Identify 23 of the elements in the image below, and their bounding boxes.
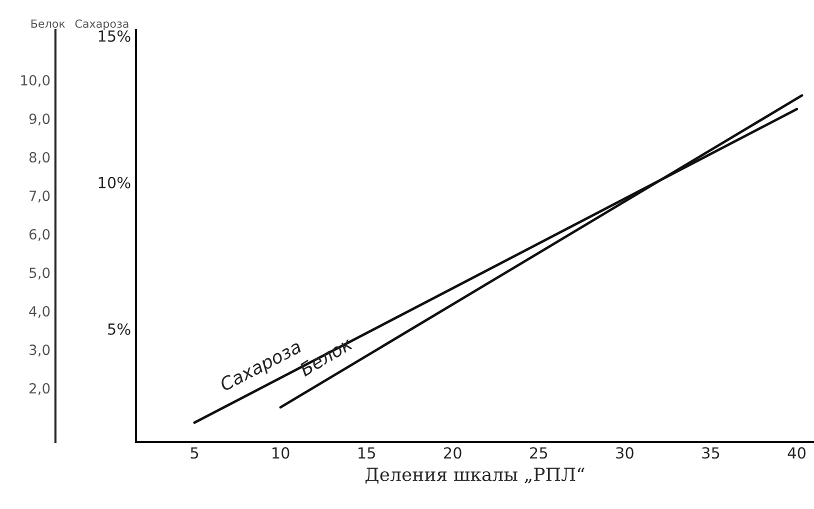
y-tick-label: 5% bbox=[108, 323, 130, 335]
y2-tick-label: 3,0 bbox=[30, 344, 50, 356]
x-tick-label: 20 bbox=[444, 447, 462, 459]
x-tick-label: 10 bbox=[272, 447, 290, 459]
y2-tick-label: 2,0 bbox=[30, 383, 50, 395]
x-tick-label: 30 bbox=[616, 447, 634, 459]
x-tick-label: 5 bbox=[190, 447, 198, 459]
x-tick-label: 35 bbox=[702, 447, 720, 459]
x-tick-label: 15 bbox=[358, 447, 375, 459]
y-axis-title: Сахароза bbox=[75, 19, 128, 30]
y2-tick-label: 7,0 bbox=[30, 190, 50, 202]
y2-tick-label: 10,0 bbox=[21, 75, 50, 87]
x-tick-label: 25 bbox=[530, 447, 548, 459]
y2-tick-label: 5,0 bbox=[30, 268, 50, 280]
x-axis-title: Деления шкалы „РПЛ“ bbox=[366, 468, 584, 484]
y2-tick-label: 4,0 bbox=[29, 306, 50, 318]
y2-tick-label: 6,0 bbox=[29, 229, 50, 241]
x-tick-label: 40 bbox=[788, 447, 806, 459]
y-tick-label: 15% bbox=[98, 30, 130, 42]
y-tick-label: 10% bbox=[98, 176, 130, 188]
y2-tick-label: 9,0 bbox=[29, 114, 50, 126]
y2-tick-label: 8,0 bbox=[29, 152, 50, 164]
y2-axis-title: Белок bbox=[31, 20, 66, 28]
